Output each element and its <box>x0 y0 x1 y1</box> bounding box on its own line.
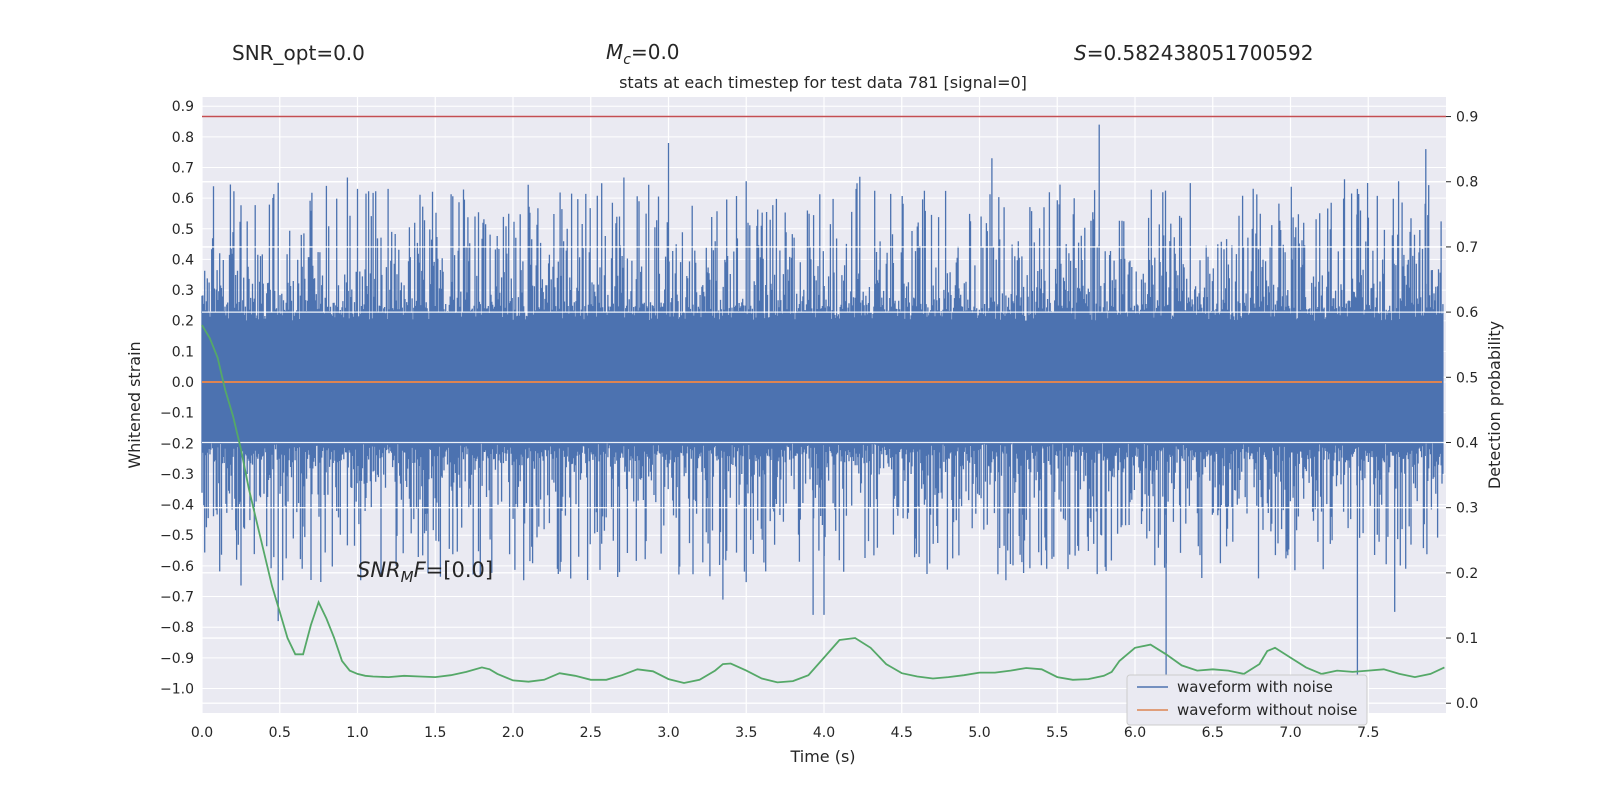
y2-tick-label: 0.2 <box>1456 566 1478 582</box>
x-tick-label: 5.5 <box>1046 725 1068 741</box>
x-axis-ticks: 0.0 0.5 1.0 1.5 2.0 2.5 3.0 3.5 4.0 4.5 5.0 5.5 6.0 6… <box>191 725 1380 741</box>
snr-mf-symbol: SNR <box>357 558 401 582</box>
y-tick-label: −0.4 <box>160 498 194 514</box>
chirp-mass-symbol: M <box>606 40 623 64</box>
y-tick-label: 0.9 <box>172 99 194 115</box>
y-tick-label: 0.5 <box>172 222 194 238</box>
y2-tick-label: 0.9 <box>1456 110 1478 126</box>
y2-tick-label: 0.7 <box>1456 240 1478 256</box>
score-label: S=0.582438051700592 <box>1074 41 1313 65</box>
y-tick-label: −0.9 <box>160 651 194 667</box>
x-tick-label: 3.0 <box>657 725 679 741</box>
x-tick-label: 6.0 <box>1124 725 1146 741</box>
x-tick-label: 1.0 <box>346 725 368 741</box>
legend-noise-label: waveform with noise <box>1177 678 1333 696</box>
x-tick-label: 2.0 <box>502 725 524 741</box>
score-value: =0.582438051700592 <box>1087 41 1314 65</box>
series-detection-probability <box>201 324 1445 684</box>
score-symbol: S <box>1074 41 1087 65</box>
y-tick-label: 0.6 <box>172 191 194 207</box>
x-tick-label: 3.5 <box>735 725 757 741</box>
y-tick-label: −0.1 <box>160 406 194 422</box>
y2-tick-label: 0.6 <box>1456 305 1478 321</box>
chart-title: stats at each timestep for test data 781… <box>619 73 1027 92</box>
chirp-mass-value: =0.0 <box>631 40 680 64</box>
y2-axis-label: Detection probability <box>1485 321 1504 489</box>
y-tick-label: −0.2 <box>160 436 194 452</box>
y-tick-label: 0.8 <box>172 130 194 146</box>
legend-frame <box>1126 674 1368 726</box>
x-tick-label: 5.0 <box>968 725 990 741</box>
x-tick-label: 7.5 <box>1357 725 1379 741</box>
chirp-mass-label: Mc=0.0 <box>606 40 680 68</box>
legend-clean-label: waveform without noise <box>1177 701 1357 719</box>
y2-tick-label: 0.1 <box>1456 631 1478 647</box>
x-tick-label: 6.5 <box>1202 725 1224 741</box>
y2-tick-label: 0.4 <box>1456 435 1478 451</box>
snr-mf-annotation: SNRMF=[0.0] <box>357 558 493 586</box>
snr-mf-value: =[0.0] <box>426 558 493 582</box>
y2-tick-label: 0.5 <box>1456 370 1478 386</box>
y-tick-label: 0.2 <box>172 314 194 330</box>
x-tick-label: 4.5 <box>891 725 913 741</box>
x-tick-label: 7.0 <box>1279 725 1301 741</box>
y-tick-label: 0.0 <box>172 375 194 391</box>
y-tick-label: 0.4 <box>172 252 194 268</box>
y-axis-label: Whitened strain <box>125 341 144 468</box>
x-tick-label: 4.0 <box>813 725 835 741</box>
y2-axis-ticks: 0.9 0.8 0.7 0.6 0.5 0.4 0.3 0.2 0.1 0.0 <box>1446 110 1478 712</box>
y-tick-label: −0.8 <box>160 620 194 636</box>
y-tick-label: −0.6 <box>160 559 194 575</box>
y2-tick-label: 0.8 <box>1456 175 1478 191</box>
y2-tick-label: 0.0 <box>1456 696 1478 712</box>
y-tick-label: −0.7 <box>160 590 194 606</box>
chirp-mass-subscript: c <box>623 52 631 68</box>
legend: waveform with noise waveform without noi… <box>1126 674 1368 726</box>
snr-mf-subscript: M <box>401 568 414 586</box>
x-tick-label: 0.0 <box>191 725 213 741</box>
snr-mf-suffix: F <box>414 558 427 582</box>
y-tick-label: −0.3 <box>160 467 194 483</box>
snr-opt-label: SNR_opt=0.0 <box>232 41 365 65</box>
x-tick-label: 0.5 <box>269 725 291 741</box>
y-tick-label: −0.5 <box>160 528 194 544</box>
x-axis-label: Time (s) <box>789 747 855 766</box>
y-tick-label: 0.1 <box>172 344 194 360</box>
y2-tick-label: 0.3 <box>1456 501 1478 517</box>
y-tick-label: −1.0 <box>160 681 194 697</box>
x-tick-label: 2.5 <box>580 725 602 741</box>
y-axis-ticks: 0.9 0.8 0.7 0.6 0.5 0.4 0.3 0.2 0.1 0.0 −0.1 −0.2 −0… <box>160 99 194 697</box>
y-tick-label: 0.3 <box>172 283 194 299</box>
x-tick-label: 1.5 <box>424 725 446 741</box>
y-tick-label: 0.7 <box>172 160 194 176</box>
